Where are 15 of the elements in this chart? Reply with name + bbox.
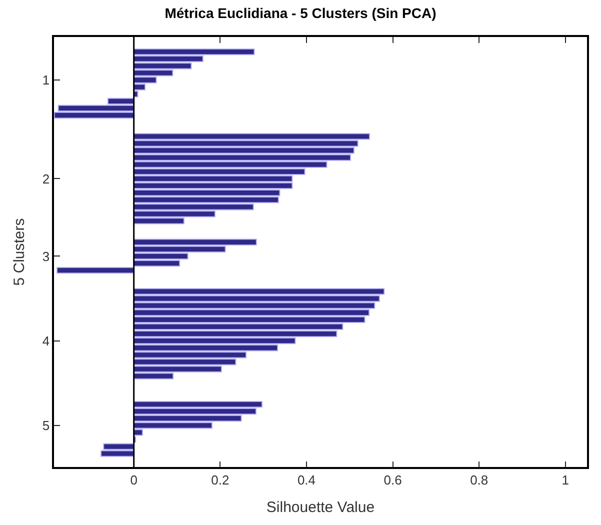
x-tick-label: 0.6 bbox=[384, 472, 402, 488]
x-tick-label: 0.8 bbox=[470, 472, 488, 488]
y-tick-label: 4 bbox=[42, 333, 50, 348]
bar bbox=[56, 267, 134, 274]
y-tick-label: 2 bbox=[42, 171, 50, 186]
x-axis-title: Silhouette Value bbox=[266, 498, 375, 516]
x-tick-label: 0.2 bbox=[211, 472, 230, 488]
y-tick-label: 5 bbox=[42, 418, 50, 433]
x-tick-label: 1 bbox=[562, 472, 570, 488]
x-tick-label: 0.4 bbox=[297, 472, 316, 488]
y-tick-label: 3 bbox=[42, 248, 50, 264]
y-axis-title: 5 Clusters bbox=[11, 218, 28, 286]
y-tick-label: 1 bbox=[42, 72, 50, 88]
x-tick-label: 0 bbox=[130, 472, 138, 488]
chart-title: Métrica Euclidiana - 5 Clusters (Sin PCA) bbox=[164, 5, 436, 22]
